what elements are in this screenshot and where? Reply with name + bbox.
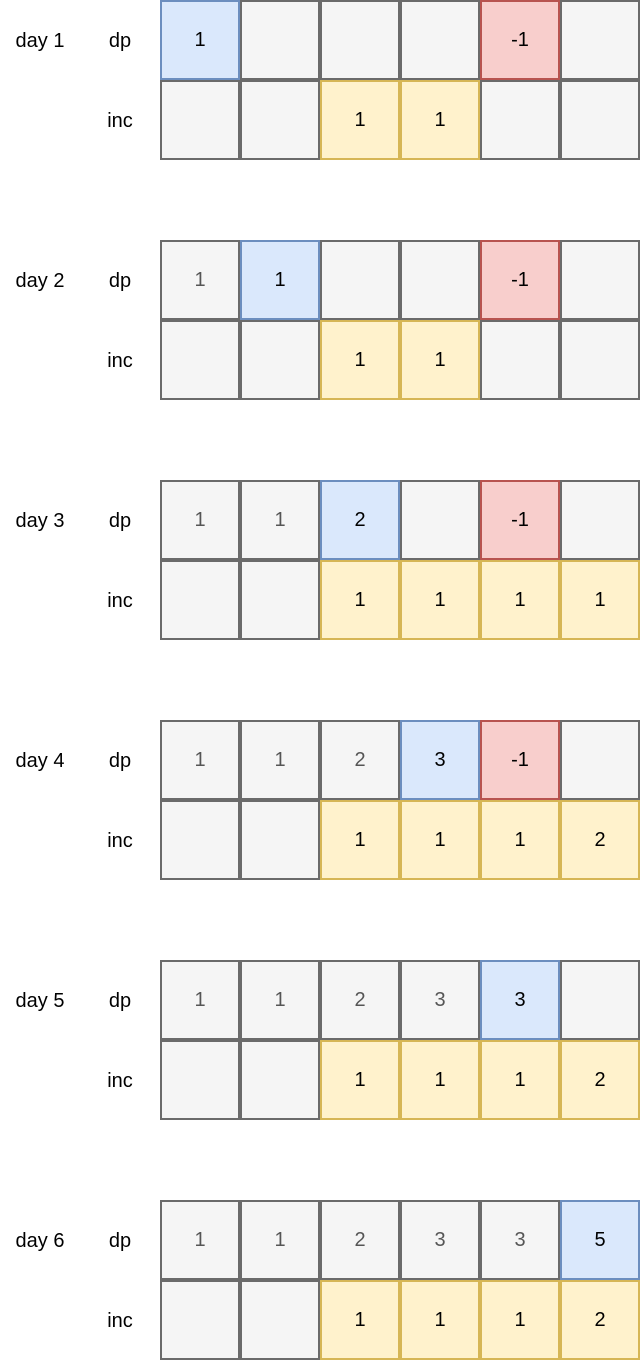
dp-row-label: dp xyxy=(108,750,132,772)
dp-cell xyxy=(400,240,480,320)
inc-cell: 1 xyxy=(320,1280,400,1360)
inc-cell: 1 xyxy=(400,80,480,160)
inc-cell: 1 xyxy=(480,1280,560,1360)
dp-cell: 2 xyxy=(320,1200,400,1280)
inc-cell xyxy=(160,1280,240,1360)
inc-cell xyxy=(560,320,640,400)
inc-cell: 1 xyxy=(480,1040,560,1120)
day-label: day 5 xyxy=(15,990,65,1012)
dp-row-label: dp xyxy=(108,30,132,52)
dp-cell: -1 xyxy=(480,0,560,80)
inc-cell: 1 xyxy=(400,560,480,640)
dp-cell: 1 xyxy=(240,240,320,320)
inc-cell xyxy=(160,1040,240,1120)
dp-cell: -1 xyxy=(480,480,560,560)
day-label: day 6 xyxy=(15,1230,65,1252)
day-panel: day 1 dp 1 -1 inc 1 1 xyxy=(0,0,642,162)
dp-cell: -1 xyxy=(480,720,560,800)
day-label: day 1 xyxy=(15,30,65,52)
dp-row-label: dp xyxy=(108,990,132,1012)
inc-cell: 1 xyxy=(320,1040,400,1120)
inc-cell: 1 xyxy=(320,80,400,160)
inc-cell xyxy=(160,80,240,160)
dp-cell xyxy=(240,0,320,80)
inc-cell xyxy=(240,320,320,400)
inc-cell xyxy=(480,320,560,400)
dp-cell: 1 xyxy=(240,960,320,1040)
inc-cell xyxy=(160,560,240,640)
dp-cell: 1 xyxy=(160,0,240,80)
inc-cell xyxy=(160,320,240,400)
inc-row-label: inc xyxy=(107,590,133,612)
dp-row-label: dp xyxy=(108,1230,132,1252)
dp-cell: 1 xyxy=(160,1200,240,1280)
inc-cell: 2 xyxy=(560,1040,640,1120)
inc-cell xyxy=(560,80,640,160)
day-panel: day 2 dp 1 1 -1 inc 1 1 xyxy=(0,240,642,402)
inc-cell xyxy=(240,560,320,640)
day-label: day 2 xyxy=(15,270,65,292)
inc-cell: 1 xyxy=(400,1280,480,1360)
inc-cell xyxy=(160,800,240,880)
dp-cell: -1 xyxy=(480,240,560,320)
day-panel: day 6 dp 1 1 2 3 3 5 inc 1 1 1 2 xyxy=(0,1200,642,1362)
inc-cell: 1 xyxy=(400,320,480,400)
dp-cell xyxy=(400,0,480,80)
dp-cell xyxy=(320,240,400,320)
inc-cell: 1 xyxy=(320,800,400,880)
dp-cell: 1 xyxy=(240,720,320,800)
dp-cell: 3 xyxy=(480,960,560,1040)
dp-cell: 1 xyxy=(160,480,240,560)
inc-cell: 1 xyxy=(560,560,640,640)
inc-row-label: inc xyxy=(107,830,133,852)
inc-cell xyxy=(480,80,560,160)
inc-row-label: inc xyxy=(107,1310,133,1332)
day-panel: day 3 dp 1 1 2 -1 inc 1 1 1 1 xyxy=(0,480,642,642)
dp-cell: 1 xyxy=(160,240,240,320)
dp-cell: 5 xyxy=(560,1200,640,1280)
dp-cell xyxy=(560,240,640,320)
inc-cell xyxy=(240,1280,320,1360)
inc-cell: 1 xyxy=(320,560,400,640)
dp-cell: 1 xyxy=(160,720,240,800)
inc-cell: 1 xyxy=(480,560,560,640)
dp-cell xyxy=(560,720,640,800)
inc-cell xyxy=(240,80,320,160)
dp-cell: 3 xyxy=(400,720,480,800)
day-label: day 3 xyxy=(15,510,65,532)
dp-cell: 2 xyxy=(320,480,400,560)
dp-row-label: dp xyxy=(108,270,132,292)
dp-cell: 1 xyxy=(240,1200,320,1280)
dp-cell: 2 xyxy=(320,720,400,800)
dp-cell: 1 xyxy=(160,960,240,1040)
dp-cell: 3 xyxy=(480,1200,560,1280)
inc-cell xyxy=(240,1040,320,1120)
dp-cell: 2 xyxy=(320,960,400,1040)
day-panel: day 4 dp 1 1 2 3 -1 inc 1 1 1 2 xyxy=(0,720,642,882)
inc-row-label: inc xyxy=(107,110,133,132)
dp-cell xyxy=(560,480,640,560)
inc-cell xyxy=(240,800,320,880)
dp-cell xyxy=(560,960,640,1040)
dp-cell: 3 xyxy=(400,960,480,1040)
dp-cell xyxy=(560,0,640,80)
inc-cell: 1 xyxy=(320,320,400,400)
dp-cell xyxy=(320,0,400,80)
inc-row-label: inc xyxy=(107,350,133,372)
day-label: day 4 xyxy=(15,750,65,772)
inc-cell: 1 xyxy=(400,800,480,880)
inc-row-label: inc xyxy=(107,1070,133,1092)
inc-cell: 2 xyxy=(560,1280,640,1360)
dp-row-label: dp xyxy=(108,510,132,532)
inc-cell: 2 xyxy=(560,800,640,880)
dp-cell: 1 xyxy=(240,480,320,560)
dp-cell xyxy=(400,480,480,560)
day-panel: day 5 dp 1 1 2 3 3 inc 1 1 1 2 xyxy=(0,960,642,1122)
dp-cell: 3 xyxy=(400,1200,480,1280)
inc-cell: 1 xyxy=(400,1040,480,1120)
inc-cell: 1 xyxy=(480,800,560,880)
